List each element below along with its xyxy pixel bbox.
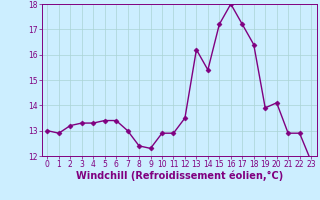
X-axis label: Windchill (Refroidissement éolien,°C): Windchill (Refroidissement éolien,°C) (76, 171, 283, 181)
